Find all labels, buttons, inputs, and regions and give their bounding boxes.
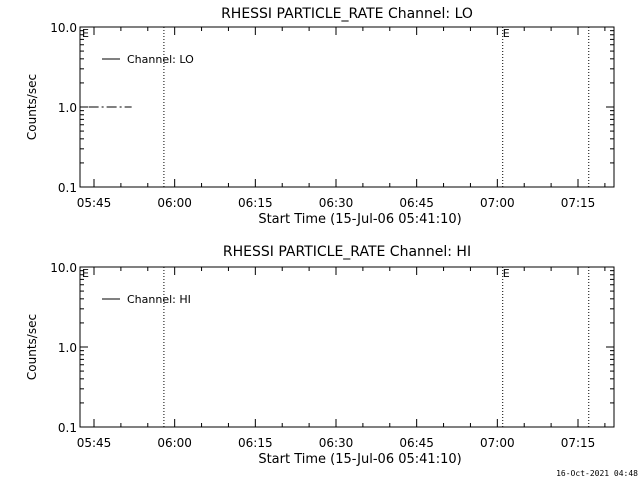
panel2-x-tick-label: 06:00 — [157, 436, 192, 450]
panel2-x-tick-label: 07:15 — [561, 436, 596, 450]
panel1-x-tick-label: 06:30 — [319, 196, 354, 210]
panel1-y-axis-label: Counts/sec — [25, 74, 39, 140]
panel2-x-tick-label: 06:30 — [319, 436, 354, 450]
panel1-y-tick-label: 0.1 — [58, 181, 77, 195]
panel1-event-marker: E — [503, 27, 510, 40]
panel1-x-tick-label: 06:45 — [399, 196, 434, 210]
panel2-x-tick-label: 07:00 — [480, 436, 515, 450]
panel2-x-tick-label: 06:15 — [238, 436, 273, 450]
panel2-plot-frame — [79, 266, 615, 428]
panel1-legend-label: Channel: LO — [127, 53, 194, 66]
panel2-y-tick-label: 10.0 — [50, 261, 77, 275]
panel2-chart-title: RHESSI PARTICLE_RATE Channel: HI — [223, 244, 471, 260]
panel2-x-tick-label: 06:45 — [399, 436, 434, 450]
panel1-x-tick-label: 07:00 — [480, 196, 515, 210]
panel2-y-tick-label: 0.1 — [58, 421, 77, 435]
panel1-y-tick-label: 10.0 — [50, 21, 77, 35]
panel2-x-tick-label: 05:45 — [77, 436, 112, 450]
panel1-x-tick-label: 06:00 — [157, 196, 192, 210]
panel2-event-marker: E — [503, 267, 510, 280]
panel1-x-tick-label: 05:45 — [77, 196, 112, 210]
panel2-event-marker: E — [82, 267, 89, 280]
panel1-chart-title: RHESSI PARTICLE_RATE Channel: LO — [221, 6, 473, 22]
panel1-x-axis-label: Start Time (15-Jul-06 05:41:10) — [258, 212, 461, 227]
panel2-y-axis-label: Counts/sec — [25, 314, 39, 380]
footer-timestamp: 16-Oct-2021 04:48 — [556, 469, 638, 478]
panel2-legend-label: Channel: HI — [127, 293, 191, 306]
panel1-x-tick-label: 06:15 — [238, 196, 273, 210]
panel1-x-tick-label: 07:15 — [561, 196, 596, 210]
panel1-y-tick-label: 1.0 — [58, 101, 77, 115]
panel2-y-tick-label: 1.0 — [58, 341, 77, 355]
panel1-plot-frame — [79, 26, 615, 188]
panel1-event-marker: E — [82, 27, 89, 40]
panel2-x-axis-label: Start Time (15-Jul-06 05:41:10) — [258, 452, 461, 467]
